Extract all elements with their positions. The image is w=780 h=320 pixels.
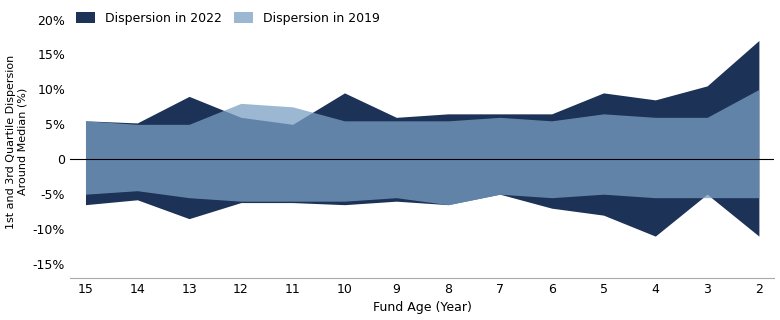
Y-axis label: 1st and 3rd Quartile Dispersion
Around Median (%): 1st and 3rd Quartile Dispersion Around M… [5, 55, 27, 229]
Legend: Dispersion in 2022, Dispersion in 2019: Dispersion in 2022, Dispersion in 2019 [76, 12, 380, 25]
X-axis label: Fund Age (Year): Fund Age (Year) [373, 301, 472, 315]
